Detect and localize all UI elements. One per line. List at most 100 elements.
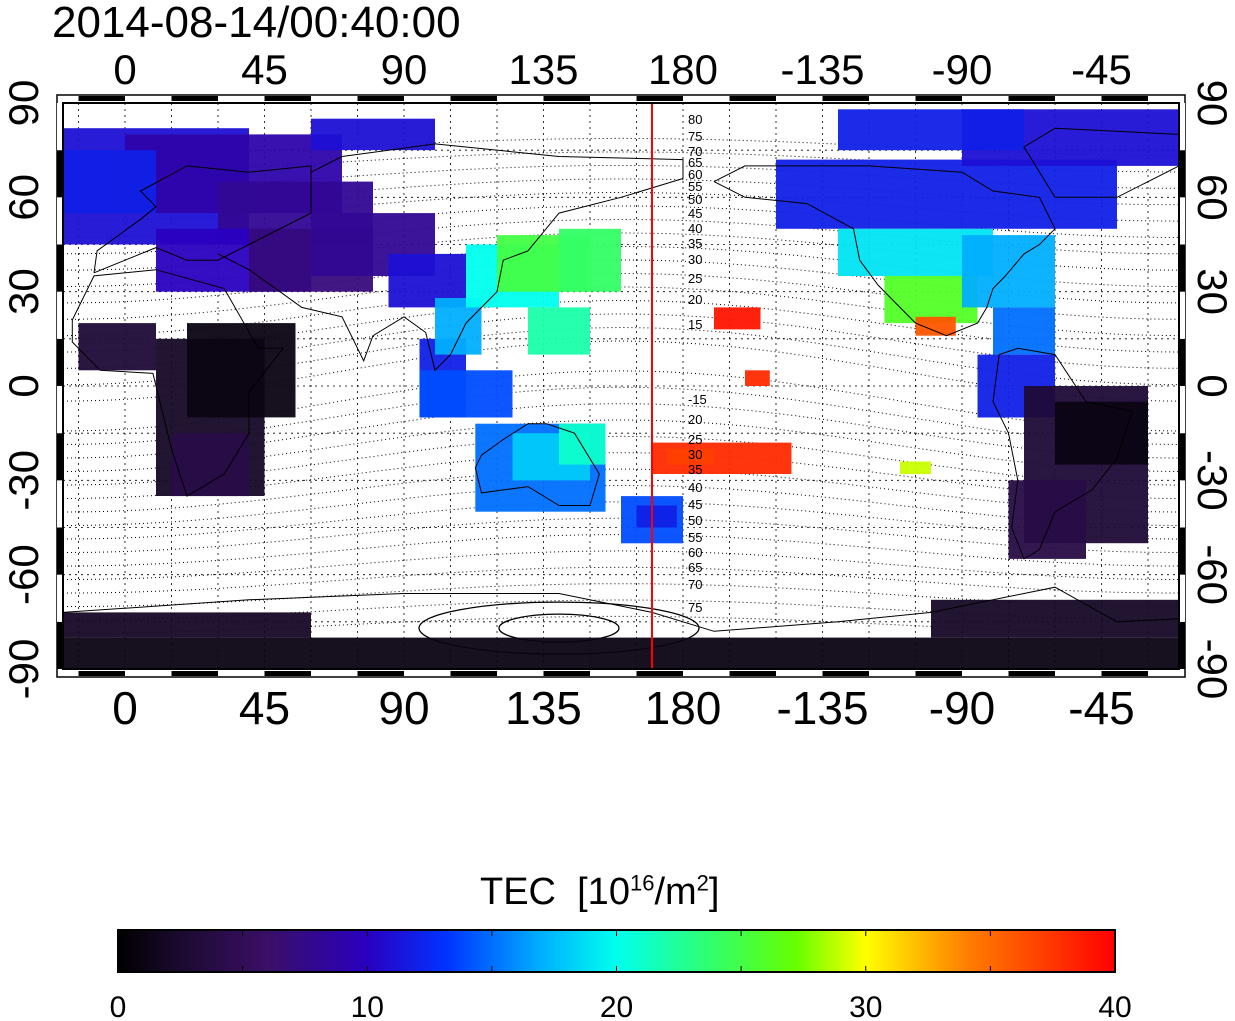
frame-segment xyxy=(1180,433,1185,481)
lat-tick-label-right: -30 xyxy=(1189,450,1235,511)
frame-segment xyxy=(78,671,125,676)
tec-patch xyxy=(714,307,761,330)
frame-segment xyxy=(57,197,62,245)
frame-segment xyxy=(683,671,730,676)
contour-label: 60 xyxy=(688,545,702,560)
tec-patch xyxy=(838,109,1024,151)
lon-tick-label-top: -45 xyxy=(1071,46,1132,93)
frame-segment xyxy=(1180,150,1185,198)
frame-segment xyxy=(450,671,497,676)
frame-segment xyxy=(915,671,962,676)
contour-labels: 8075706560555045403530252015-15202530354… xyxy=(688,112,707,615)
frame-segment xyxy=(57,338,62,386)
contour-label: 40 xyxy=(688,480,702,495)
coastline-path xyxy=(1023,127,1179,198)
frame-segment xyxy=(171,96,218,101)
coastline-path xyxy=(474,423,600,506)
lon-tick-label-bottom: 0 xyxy=(112,682,138,734)
colorbar-label-exp2: 2 xyxy=(696,870,709,896)
frame-segment xyxy=(869,96,916,101)
contour-line xyxy=(63,419,1179,472)
lat-tick-label-left: 90 xyxy=(0,80,47,127)
lat-tick-label-left: 30 xyxy=(0,268,47,315)
contour-label: 30 xyxy=(688,447,702,462)
lat-tick-label-right: 30 xyxy=(1189,268,1235,315)
contour-label: -15 xyxy=(688,392,707,407)
lat-tick-label-left: 0 xyxy=(0,374,47,397)
frame-segment xyxy=(311,671,358,676)
contour-label: 30 xyxy=(688,252,702,267)
frame-segment xyxy=(1008,96,1055,101)
contour-label: 20 xyxy=(688,292,702,307)
lon-tick-label-top: 90 xyxy=(381,46,428,93)
frame-segment xyxy=(57,103,62,151)
frame-segment xyxy=(57,150,62,198)
contour-label: 40 xyxy=(688,221,702,236)
tec-patch xyxy=(559,228,621,292)
frame-segment xyxy=(1101,671,1148,676)
tec-patch xyxy=(311,118,435,151)
lat-tick-label-right: -90 xyxy=(1189,639,1235,700)
frame-segment xyxy=(404,96,451,101)
map-frame xyxy=(56,94,1186,678)
frame-segment xyxy=(543,671,590,676)
frame-segment xyxy=(57,291,62,339)
frame-segment xyxy=(1148,671,1179,676)
tec-patch xyxy=(900,461,931,475)
frame-segment xyxy=(357,671,404,676)
contour-label: 55 xyxy=(688,179,702,194)
lon-tick-label-top: -135 xyxy=(780,46,864,93)
colorbar-label-prefix: [10 xyxy=(577,871,630,913)
contour-label: 50 xyxy=(688,192,702,207)
frame-segment xyxy=(404,671,451,676)
tec-patch xyxy=(931,599,1179,638)
frame-segment xyxy=(57,480,62,528)
frame-segment xyxy=(264,671,311,676)
coastline-path xyxy=(63,586,1179,632)
map-border xyxy=(62,102,1180,670)
timestamp-title: 2014-08-14/00:40:00 xyxy=(52,0,461,47)
frame-segment xyxy=(218,96,265,101)
tec-patch xyxy=(63,150,156,214)
frame-segment xyxy=(636,671,683,676)
frame-segment xyxy=(1180,480,1185,528)
tec-patch xyxy=(171,433,249,497)
contour-label: 45 xyxy=(688,206,702,221)
frame-segment xyxy=(450,96,497,101)
frame-segment xyxy=(218,671,265,676)
frame-segment xyxy=(869,671,916,676)
frame-segment xyxy=(1180,621,1185,669)
lat-tick-label-right: 90 xyxy=(1189,80,1235,127)
contour-line xyxy=(63,299,1179,353)
frame-segment xyxy=(962,671,1009,676)
tec-patch xyxy=(1008,480,1086,559)
contour-label: 25 xyxy=(688,271,702,286)
lon-tick-label-bottom: 135 xyxy=(505,682,582,734)
contour-line xyxy=(63,386,1179,445)
frame-segment xyxy=(1148,96,1179,101)
contour-line xyxy=(63,501,1179,540)
frame-segment xyxy=(1055,96,1102,101)
contour-label: 50 xyxy=(688,513,702,528)
contour-label: 65 xyxy=(688,155,702,170)
frame-segment xyxy=(1180,103,1185,151)
frame-segment xyxy=(683,96,730,101)
contour-label: 75 xyxy=(688,129,702,144)
frame-segment xyxy=(729,96,776,101)
lon-tick-label-bottom: 45 xyxy=(239,682,290,734)
colorbar-gradient xyxy=(117,929,1116,973)
colorbar-label: TEC [1016/m2] xyxy=(480,870,719,914)
frame-segment xyxy=(822,96,869,101)
frame-segment xyxy=(776,96,823,101)
contour-line xyxy=(63,468,1179,513)
frame-segment xyxy=(590,96,637,101)
contour-label: 45 xyxy=(688,497,702,512)
tec-patch xyxy=(993,307,1055,355)
frame-segment xyxy=(497,96,544,101)
contour-line xyxy=(63,435,1179,486)
contour-label: 70 xyxy=(688,144,702,159)
frame-segment xyxy=(57,433,62,481)
coastline-path xyxy=(992,347,1134,560)
tec-patch xyxy=(187,323,296,418)
lon-tick-label-bottom: 180 xyxy=(645,682,722,734)
